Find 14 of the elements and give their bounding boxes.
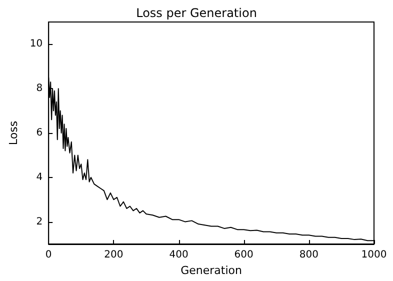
chart-title: Loss per Generation (136, 6, 257, 20)
y-tick-label: 2 (36, 216, 43, 228)
y-tick-label: 4 (36, 172, 43, 183)
x-tick-label: 800 (299, 250, 318, 260)
y-tick-label: 8 (36, 83, 43, 94)
x-tick-label: 1000 (361, 250, 387, 260)
y-tick-label: 10 (30, 38, 43, 50)
y-axis-title: Loss (7, 120, 20, 146)
x-tick-label: 600 (234, 250, 254, 260)
x-tick-label: 200 (104, 250, 124, 260)
x-tick-label: 400 (169, 250, 188, 260)
x-tick-label: 0 (45, 250, 52, 260)
y-tick-label: 6 (36, 128, 43, 138)
x-axis-title: Generation (180, 264, 242, 277)
